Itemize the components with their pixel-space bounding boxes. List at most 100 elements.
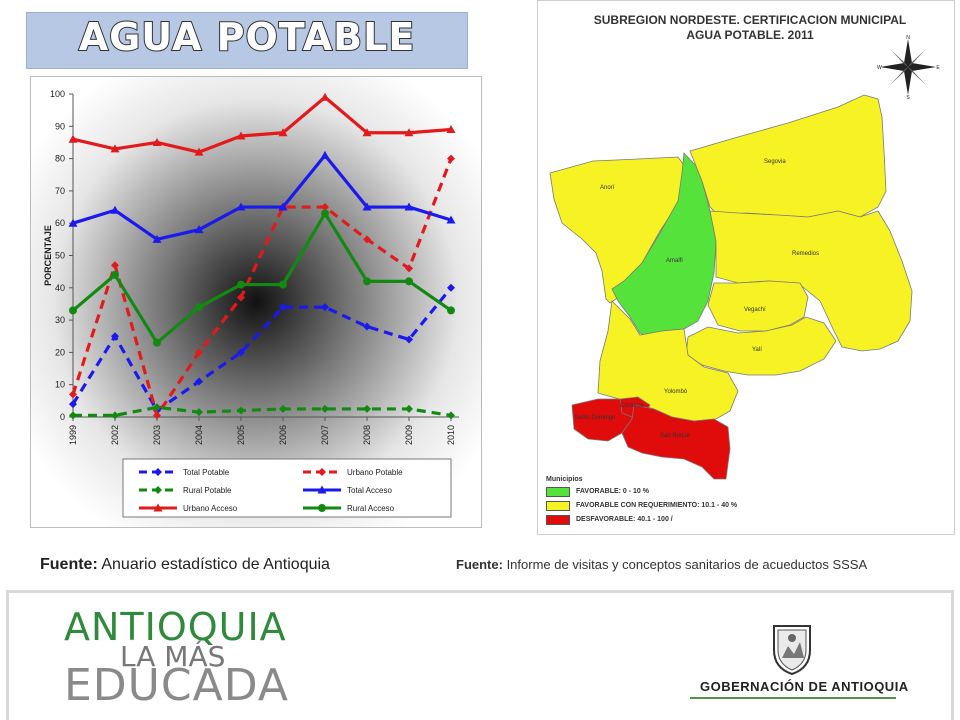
- legend-swatch-requerimiento: [546, 501, 570, 511]
- data-point: [447, 283, 455, 292]
- series-line: [73, 405, 452, 417]
- map-label-yali: Yalí: [752, 347, 762, 353]
- logo-antioquia: ANTIOQUIA: [64, 605, 287, 649]
- map-label-remedios: Remedios: [792, 251, 820, 257]
- x-tick-label: 2002: [110, 425, 120, 445]
- data-point: [69, 390, 77, 399]
- series-line: [71, 158, 453, 417]
- data-point: [405, 264, 413, 273]
- x-tick-label: 2004: [194, 425, 204, 445]
- data-point: [447, 306, 455, 315]
- data-point: [363, 322, 371, 331]
- data-point: [318, 504, 326, 512]
- data-point: [362, 128, 372, 137]
- line-chart: 0 10 20 30 40 50 60 70 80 90 100 PORCENTAJE 1999 2002…: [31, 77, 481, 527]
- logo-educada: EDUCADA: [64, 660, 289, 711]
- map-region-vegachi: [707, 280, 809, 332]
- data-point: [237, 348, 245, 357]
- chart-legend-box: [122, 458, 452, 518]
- source-left-text: Anuario estadístico de Antioquia: [97, 556, 330, 573]
- series-group: [68, 150, 456, 243]
- data-point: [69, 411, 77, 420]
- map-region-san-roque: [621, 404, 731, 480]
- data-point: [194, 147, 204, 156]
- data-point: [237, 293, 245, 302]
- compass-n: N: [906, 35, 910, 41]
- data-point: [405, 404, 413, 413]
- data-point: [152, 137, 162, 146]
- data-point: [68, 134, 78, 143]
- x-tick-label: 2008: [362, 425, 372, 445]
- data-point: [404, 202, 414, 211]
- data-point: [195, 303, 203, 312]
- municipality-map: [549, 94, 913, 480]
- map-title-line1: SUBREGION NORDESTE. CERTIFICACION MUNICI…: [593, 13, 907, 27]
- compass-w: W: [877, 65, 882, 71]
- data-point: [111, 332, 119, 341]
- line-chart-panel: 0 10 20 30 40 50 60 70 80 90 100 PORCENTAJE 1999 2002…: [30, 76, 482, 528]
- data-point: [362, 202, 372, 211]
- data-point: [321, 303, 329, 312]
- series-line: [72, 153, 452, 241]
- legend-label: FAVORABLE: 0 - 10 %: [576, 488, 649, 495]
- legend-entry-label: Urbano Potable: [347, 468, 403, 477]
- y-tick-label: 90: [55, 121, 65, 131]
- legend-swatch-favorable: [546, 487, 570, 497]
- data-point: [278, 202, 288, 211]
- data-point: [154, 468, 162, 476]
- data-point: [363, 404, 371, 413]
- x-tick-label: 2007: [320, 425, 330, 445]
- series-group: [68, 92, 456, 156]
- map-label-yolombo: Yolombó: [664, 389, 688, 395]
- gobernacion-underline: [690, 697, 896, 699]
- x-tick-label: 2009: [404, 425, 414, 445]
- data-point: [195, 348, 203, 357]
- data-point: [321, 203, 329, 212]
- legend-entry-label: Urbano Acceso: [183, 504, 238, 513]
- data-point: [110, 205, 120, 214]
- compass-e: E: [936, 65, 940, 71]
- data-point: [110, 144, 120, 153]
- x-tick-label: 2010: [446, 425, 456, 445]
- map-panel: SUBREGION NORDESTE. CERTIFICACION MUNICI…: [537, 0, 955, 535]
- source-right-text: Informe de visitas y conceptos sanitario…: [502, 557, 868, 572]
- data-point: [278, 128, 288, 137]
- data-point: [405, 277, 413, 286]
- data-point: [69, 400, 77, 409]
- data-point: [153, 503, 163, 512]
- source-right: Fuente: Informe de visitas y conceptos s…: [456, 557, 867, 572]
- data-point: [236, 131, 246, 140]
- source-left: Fuente: Anuario estadístico de Antioquia: [40, 556, 330, 574]
- data-point: [237, 280, 245, 289]
- map-label-segovia: Segovia: [764, 159, 786, 165]
- legend-entry-label: Total Potable: [183, 468, 230, 477]
- x-tick-label: 2005: [236, 425, 246, 445]
- data-point: [153, 338, 161, 347]
- source-right-label: Fuente:: [456, 557, 503, 572]
- map-label-vegachi: Vegachí: [744, 307, 766, 313]
- y-tick-label: 100: [50, 89, 65, 99]
- data-point: [404, 128, 414, 137]
- chart-background: [31, 77, 481, 527]
- compass-rose-icon: N S E W: [877, 35, 940, 99]
- source-left-label: Fuente:: [40, 556, 98, 573]
- x-tick-label: 1999: [68, 425, 78, 445]
- data-point: [321, 209, 329, 218]
- legend-swatch-desfavorable: [546, 515, 570, 525]
- data-point: [446, 125, 456, 134]
- data-point: [363, 277, 371, 286]
- data-point: [195, 377, 203, 386]
- map-label-amalfi: Amalfi: [666, 258, 683, 264]
- legend-entry-label: Rural Potable: [183, 486, 232, 495]
- series-group: [69, 209, 455, 347]
- y-tick-label: 50: [55, 251, 65, 261]
- data-point: [68, 218, 78, 227]
- data-point: [153, 403, 161, 412]
- data-point: [111, 411, 119, 420]
- y-tick-label: 60: [55, 218, 65, 228]
- series-group: [69, 403, 455, 420]
- y-tick-label: 0: [60, 412, 65, 422]
- data-point: [405, 335, 413, 344]
- data-point: [152, 234, 162, 243]
- x-tick-label: 2003: [152, 425, 162, 445]
